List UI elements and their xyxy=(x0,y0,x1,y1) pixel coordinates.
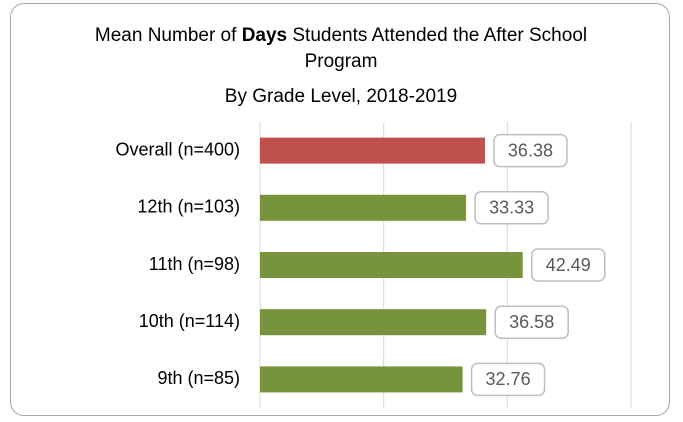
chart-frame xyxy=(10,3,670,416)
y-tick-label: 11th (n=98) xyxy=(149,254,240,274)
chart-subtitle: By Grade Level, 2018-2019 xyxy=(224,86,458,107)
title-part: Mean Number of xyxy=(94,25,242,46)
y-tick-label: Overall (n=400) xyxy=(115,139,240,159)
data-label: 42.49 xyxy=(546,255,591,275)
bar xyxy=(260,309,487,336)
title-bold: Days xyxy=(241,25,288,46)
data-label: 32.76 xyxy=(486,369,531,389)
y-tick-label: 10th (n=114) xyxy=(139,311,240,331)
chart-title: Mean Number of Days Students Attended th… xyxy=(91,23,591,75)
data-label-box xyxy=(474,191,549,225)
data-label: 36.38 xyxy=(508,140,553,160)
title-part: Students Attended the After School Progr… xyxy=(287,25,588,72)
y-tick-label: 9th (n=85) xyxy=(157,368,240,388)
bar xyxy=(260,366,463,393)
y-tick-label: 12th (n=103) xyxy=(137,197,240,217)
data-label: 33.33 xyxy=(489,198,534,218)
data-label-box xyxy=(530,248,606,282)
data-label-box xyxy=(470,362,546,397)
data-label-box xyxy=(493,133,568,168)
data-label-box xyxy=(494,305,569,339)
data-label: 36.58 xyxy=(509,312,554,332)
bar xyxy=(260,194,467,221)
bar xyxy=(260,252,523,278)
bar xyxy=(260,137,485,164)
